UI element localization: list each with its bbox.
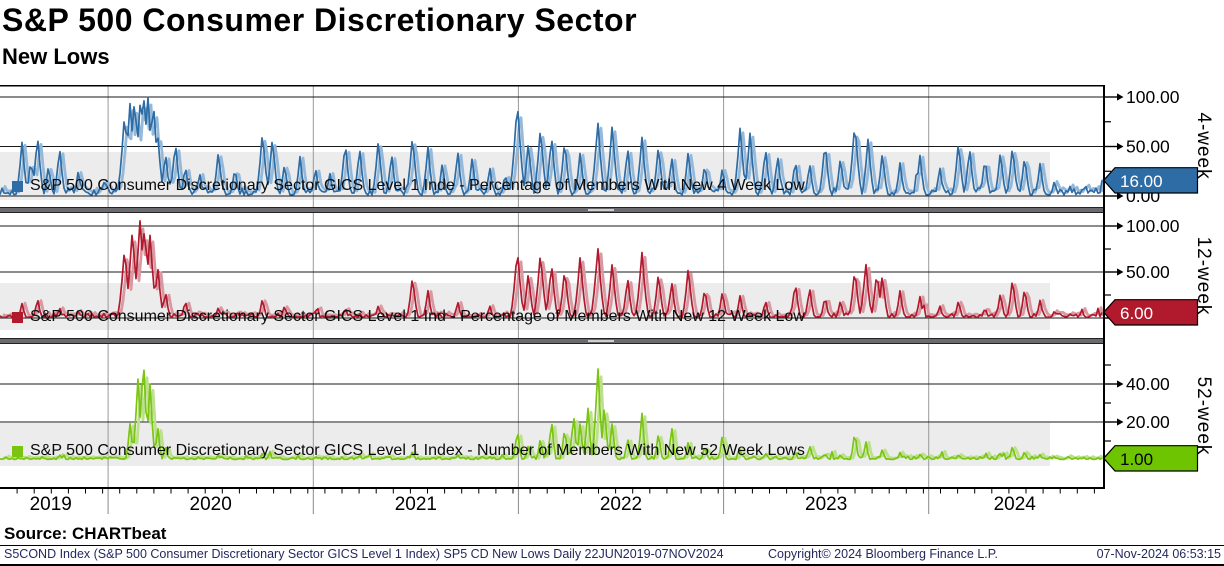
panel-axis-title-12-week: 12-week	[1193, 236, 1214, 315]
footer-timestamp: 07-Nov-2024 06:53:15	[1096, 547, 1221, 561]
panel-axis-title-52-week: 52-week	[1193, 376, 1214, 455]
chart-area: S&P 500 Consumer Discretionary Sector GI…	[0, 85, 1224, 487]
x-axis: 2019 2020 2021 2022 2023 2024	[0, 487, 1224, 521]
plot-12-week[interactable]	[0, 213, 1103, 338]
last-value-text: 6.00	[1120, 304, 1153, 323]
legend-label: S&P 500 Consumer Discretionary Sector GI…	[30, 308, 805, 325]
x-tick-label-2021: 2021	[394, 494, 437, 515]
legend-12-week: S&P 500 Consumer Discretionary Sector GI…	[12, 308, 805, 326]
panel-axis-title-4-week: 4-week	[1193, 112, 1214, 180]
legend-4-week: S&P 500 Consumer Discretionary Sector GI…	[12, 177, 805, 195]
legend-label: S&P 500 Consumer Discretionary Sector GI…	[30, 177, 805, 194]
y-tick-label: 100.00	[1126, 216, 1180, 236]
legend-swatch-icon	[12, 180, 23, 192]
panel-4-week: S&P 500 Consumer Discretionary Sector GI…	[0, 85, 1224, 207]
panel-resize-handle[interactable]	[588, 340, 615, 342]
panel-separator-2	[0, 338, 1103, 344]
legend-52-week: S&P 500 Consumer Discretionary Sector GI…	[12, 442, 805, 460]
y-tick-label: 50.00	[1126, 137, 1170, 157]
y-tick-label: 50.00	[1126, 262, 1170, 282]
panel-resize-handle[interactable]	[588, 209, 615, 211]
footer-copyright: Copyright© 2024 Bloomberg Finance L.P.	[768, 547, 998, 561]
last-value-tag-12-week: 6.00	[1103, 299, 1199, 327]
last-value-tag-4-week: 16.00	[1103, 167, 1199, 194]
panel-separator-1	[0, 207, 1103, 213]
x-tick-label-2020: 2020	[189, 494, 232, 515]
panel-52-week: S&P 500 Consumer Discretionary Sector GI…	[0, 344, 1224, 487]
footer-security-info: S5COND Index (S&P 500 Consumer Discretio…	[4, 547, 724, 561]
y-axis-spine	[1103, 85, 1105, 487]
panel-12-week: S&P 500 Consumer Discretionary Sector GI…	[0, 213, 1224, 338]
legend-swatch-icon	[12, 445, 23, 457]
bottom-border	[0, 564, 1224, 566]
page-title: S&P 500 Consumer Discretionary Sector	[2, 2, 638, 38]
plot-52-week[interactable]	[0, 344, 1103, 487]
last-value-text: 16.00	[1120, 172, 1163, 191]
footer: S5COND Index (S&P 500 Consumer Discretio…	[0, 547, 1224, 564]
x-axis-svg	[0, 487, 1105, 514]
last-value-tag-52-week: 1.00	[1103, 445, 1199, 472]
x-tick-label-2019: 2019	[29, 494, 72, 515]
source-label: Source: CHARTbeat	[4, 524, 167, 543]
y-tick-label: 40.00	[1126, 374, 1170, 394]
x-tick-label-2022: 2022	[599, 494, 643, 515]
legend-swatch-icon	[12, 311, 23, 323]
x-tick-label-2023: 2023	[805, 494, 848, 515]
plot-4-week[interactable]	[0, 85, 1103, 207]
legend-label: S&P 500 Consumer Discretionary Sector GI…	[30, 442, 805, 459]
y-tick-label: 100.00	[1126, 87, 1180, 107]
last-value-text: 1.00	[1120, 450, 1153, 469]
footer-divider	[0, 545, 1224, 546]
page-subtitle: New Lows	[2, 44, 110, 69]
y-tick-label: 20.00	[1126, 412, 1170, 432]
y-axis-52-week: 40.00 20.00	[1103, 364, 1170, 461]
x-tick-label-2024: 2024	[993, 494, 1036, 515]
